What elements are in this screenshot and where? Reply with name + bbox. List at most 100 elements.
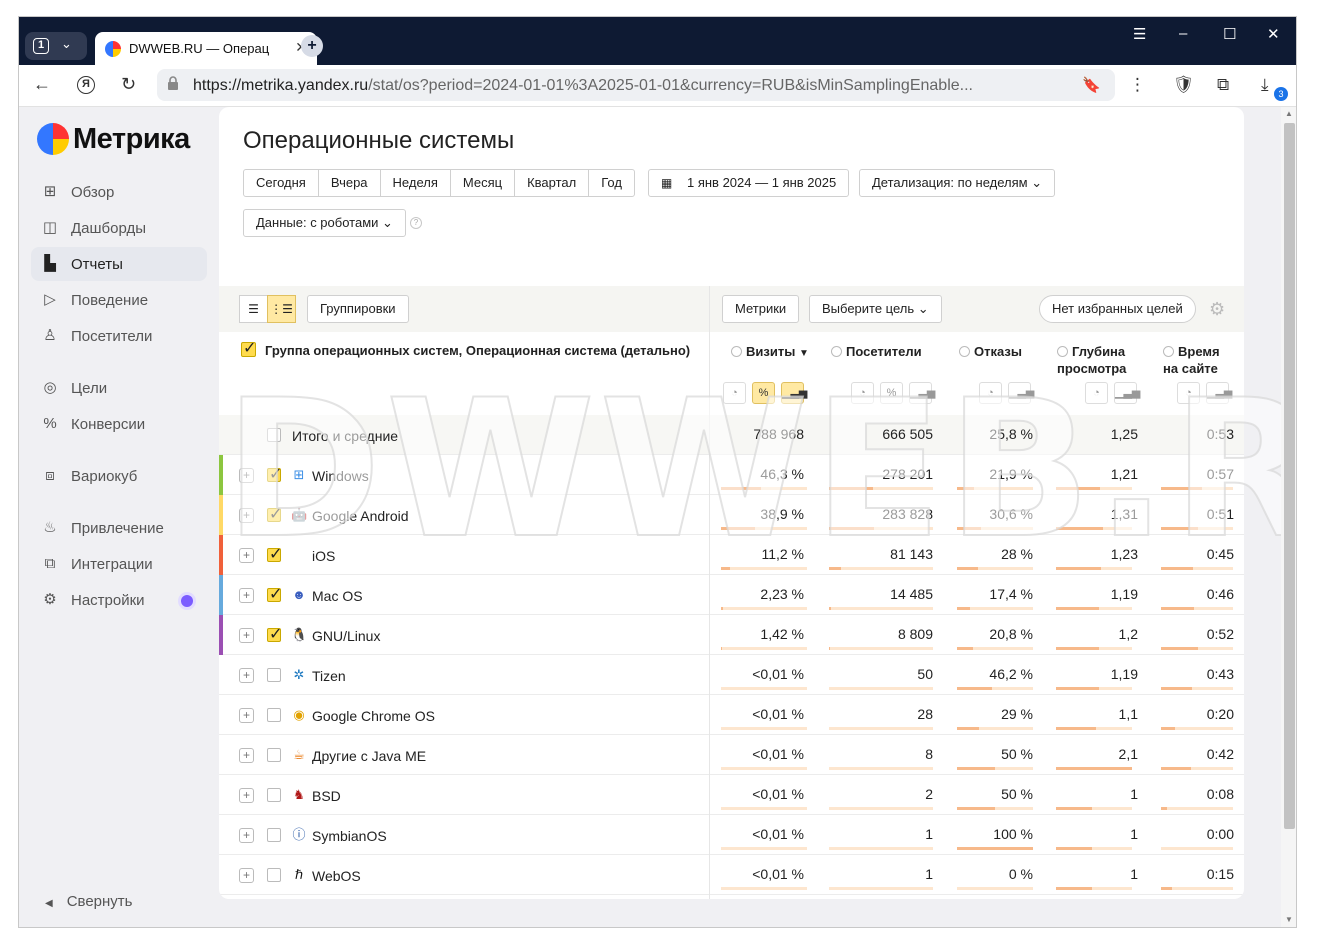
- period-quarter[interactable]: Квартал: [515, 170, 590, 196]
- scrollbar-thumb[interactable]: [1284, 123, 1295, 829]
- table-row[interactable]: + ℏ WebOS <0,01 % 1 0 % 1 0:15: [219, 855, 1244, 895]
- sidebar-item-dashboards[interactable]: ◫ Дашборды: [31, 211, 207, 245]
- column-bounces[interactable]: Отказы: [959, 343, 1022, 360]
- minimize-icon[interactable]: –: [1179, 25, 1188, 42]
- row-checkbox[interactable]: [267, 504, 282, 524]
- period-week[interactable]: Неделя: [381, 170, 451, 196]
- column-visitors[interactable]: Посетители: [831, 343, 922, 360]
- expand-row-icon[interactable]: +: [239, 788, 254, 803]
- reload-icon[interactable]: ↻: [121, 74, 137, 94]
- column-depth[interactable]: Глубина просмотра: [1057, 343, 1147, 377]
- sidebar-item-settings[interactable]: ⚙ Настройки: [31, 583, 207, 617]
- sidebar-item-goals[interactable]: ◎ Цели: [31, 371, 207, 405]
- scroll-up-icon[interactable]: ▲: [1285, 109, 1293, 118]
- browser-tab[interactable]: DWWEB.RU — Операц ✕: [95, 32, 317, 65]
- period-year[interactable]: Год: [601, 175, 622, 190]
- date-range-button[interactable]: ▦ 1 янв 2024 — 1 янв 2025: [648, 169, 850, 197]
- row-checkbox[interactable]: [267, 428, 281, 442]
- row-checkbox[interactable]: [267, 828, 281, 842]
- percent-icon[interactable]: %: [880, 382, 903, 404]
- sidebar-item-reports[interactable]: ▙ Отчеты: [31, 247, 207, 281]
- expand-row-icon[interactable]: +: [239, 868, 254, 883]
- expand-row-icon[interactable]: +: [239, 828, 254, 843]
- pie-chart-icon[interactable]: ◔: [1177, 382, 1200, 404]
- row-checkbox[interactable]: [267, 668, 281, 682]
- table-row[interactable]: + ☻ Mac OS 2,23 % 14 485 17,4 % 1,19 0:46: [219, 575, 1244, 615]
- pie-chart-icon[interactable]: ◔: [979, 382, 1002, 404]
- pie-chart-icon[interactable]: ◔: [1085, 382, 1108, 404]
- row-checkbox[interactable]: [267, 584, 282, 604]
- scroll-down-icon[interactable]: ▼: [1285, 915, 1293, 924]
- expand-row-icon[interactable]: +: [239, 468, 254, 483]
- sidebar-item-variocube[interactable]: ⧈ Вариокуб: [31, 459, 207, 493]
- goal-dropdown[interactable]: Выберите цель ⌄: [809, 295, 942, 323]
- row-checkbox[interactable]: [267, 464, 282, 484]
- expand-row-icon[interactable]: +: [239, 668, 254, 683]
- new-tab-button[interactable]: +: [301, 35, 323, 57]
- column-visits[interactable]: Визиты ▼: [731, 343, 809, 362]
- url-field[interactable]: https://metrika.yandex.ru/stat/os?period…: [157, 69, 1115, 101]
- row-checkbox[interactable]: [267, 868, 281, 882]
- bar-chart-icon[interactable]: ▁▃▅: [781, 382, 807, 404]
- select-all-checkbox[interactable]: ✓: [241, 340, 256, 357]
- row-checkbox[interactable]: [267, 624, 282, 644]
- data-filter-dropdown[interactable]: Данные: с роботами ⌄: [243, 209, 406, 237]
- more-options-icon[interactable]: ⋮: [1129, 75, 1146, 94]
- sidebar-item-integrations[interactable]: ⧉ Интеграции: [31, 547, 207, 581]
- period-month[interactable]: Месяц: [451, 170, 516, 196]
- help-icon[interactable]: ?: [410, 217, 422, 229]
- scrollbar[interactable]: ▲ ▼: [1281, 107, 1296, 927]
- download-icon[interactable]: ⤓: [1261, 75, 1269, 94]
- expand-row-icon[interactable]: +: [239, 748, 254, 763]
- pie-chart-icon[interactable]: ◔: [851, 382, 874, 404]
- translate-icon[interactable]: ⧉: [1217, 75, 1230, 94]
- table-row[interactable]: + ☕ Другие с Java ME <0,01 % 8 50 % 2,1 0:42: [219, 735, 1244, 775]
- row-checkbox[interactable]: [267, 544, 282, 564]
- expand-row-icon[interactable]: +: [239, 708, 254, 723]
- back-arrow-icon[interactable]: ←: [33, 74, 51, 94]
- expand-row-icon[interactable]: +: [239, 548, 254, 563]
- table-row[interactable]: + ✲ Tizen <0,01 % 50 46,2 % 1,19 0:43: [219, 655, 1244, 695]
- groupings-button[interactable]: Группировки: [307, 295, 409, 323]
- bar-chart-icon[interactable]: ▁▃▅: [1206, 382, 1232, 404]
- tab-counter-button[interactable]: 1 ⌄: [25, 32, 87, 60]
- close-window-icon[interactable]: ✕: [1267, 26, 1280, 43]
- bar-chart-icon[interactable]: ▁▃▅: [1008, 382, 1034, 404]
- sidebar-item-visitors[interactable]: ♙ Посетители: [31, 319, 207, 353]
- sidebar-item-overview[interactable]: ⊞ Обзор: [31, 175, 207, 209]
- bookmark-icon[interactable]: 🔖: [1082, 77, 1101, 94]
- expand-row-icon[interactable]: +: [239, 508, 254, 523]
- sidebar-item-behavior[interactable]: ▷ Поведение: [31, 283, 207, 317]
- row-checkbox[interactable]: [267, 708, 281, 722]
- logo-text[interactable]: Метрика: [73, 123, 190, 155]
- detail-dropdown[interactable]: Детализация: по неделям ⌄: [859, 169, 1056, 197]
- table-row[interactable]: + ♞ BSD <0,01 % 2 50 % 1 0:08: [219, 775, 1244, 815]
- metrics-button[interactable]: Метрики: [722, 295, 800, 323]
- maximize-icon[interactable]: ☐: [1223, 26, 1237, 43]
- table-row[interactable]: + ◉ Google Chrome OS <0,01 % 28 29 % 1,1 0:20: [219, 695, 1244, 735]
- table-row[interactable]: + 🐧 GNU/Linux 1,42 % 8 809 20,8 % 1,2 0:52: [219, 615, 1244, 655]
- period-today[interactable]: Сегодня: [244, 170, 319, 196]
- gear-icon[interactable]: ⚙: [1209, 299, 1226, 319]
- collapse-sidebar-button[interactable]: ◀ Свернуть: [45, 893, 133, 910]
- favorite-goals-button[interactable]: Нет избранных целей: [1039, 295, 1196, 323]
- table-row[interactable]: + iOS 11,2 % 81 143 28 % 1,23 0:45: [219, 535, 1244, 575]
- yandex-icon[interactable]: Я: [77, 76, 95, 94]
- sidebar-item-conversions[interactable]: % Конверсии: [31, 407, 207, 441]
- shield-icon[interactable]: 🛡: [1173, 75, 1195, 94]
- percent-icon[interactable]: %: [752, 382, 775, 404]
- bar-chart-icon[interactable]: ▁▃▅: [909, 382, 935, 404]
- menu-icon[interactable]: ☰: [1133, 26, 1147, 43]
- bar-chart-icon[interactable]: ▁▃▅: [1114, 382, 1140, 404]
- expand-row-icon[interactable]: +: [239, 628, 254, 643]
- expand-row-icon[interactable]: +: [239, 588, 254, 603]
- column-time[interactable]: Время на сайте: [1163, 343, 1233, 377]
- period-yesterday[interactable]: Вчера: [319, 170, 381, 196]
- table-row[interactable]: + ⊞ Windows 46,3 % 278 201 21,9 % 1,21 0:57: [219, 455, 1244, 495]
- table-row[interactable]: + 🤖 Google Android 38,9 % 283 828 30,6 % 1,31 0…: [219, 495, 1244, 535]
- tree-view-icon[interactable]: ⋮☰: [267, 295, 296, 323]
- list-view-icon[interactable]: ☰: [239, 295, 268, 323]
- row-checkbox[interactable]: [267, 748, 281, 762]
- table-row[interactable]: + ⓘ SymbianOS <0,01 % 1 100 % 1 0:00: [219, 815, 1244, 855]
- sidebar-item-acquisition[interactable]: ♨ Привлечение: [31, 511, 207, 545]
